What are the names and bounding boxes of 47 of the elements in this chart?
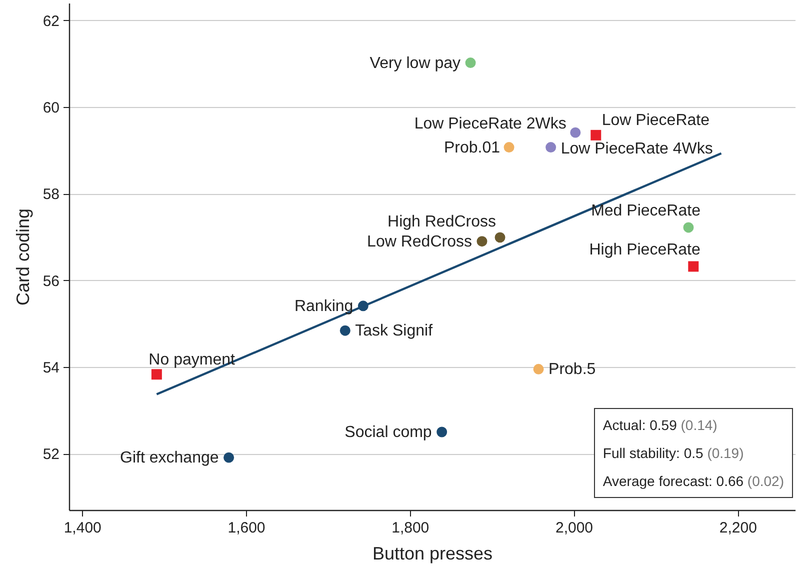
x-tick-label: 2,000 <box>555 520 594 536</box>
annotation: Low PieceRate <box>602 112 710 130</box>
point <box>688 261 699 272</box>
point <box>151 369 162 380</box>
point <box>358 300 368 312</box>
annotation: Low RedCross <box>367 233 472 250</box>
x-tick-label: 1,600 <box>228 520 266 536</box>
point <box>340 325 350 336</box>
annotation: Actual: 0.59 (0.14) <box>602 416 718 435</box>
y-tick-label: 58 <box>42 186 60 204</box>
annotation: Average forecast: 0.66 (0.02) <box>602 472 784 491</box>
point <box>476 236 488 247</box>
x-tick-label: 2,200 <box>719 520 757 536</box>
point <box>436 426 448 438</box>
y-tick-label: 62 <box>42 12 60 30</box>
y-axis-title: Card coding <box>12 208 33 306</box>
annotation: Very low pay <box>370 54 461 72</box>
annotation: Low PieceRate 4Wks <box>560 140 713 158</box>
x-tick-label: 1,400 <box>64 520 102 536</box>
point <box>465 58 476 68</box>
y-tick-label: 52 <box>42 446 60 464</box>
x-axis-title: Button presses <box>372 544 493 564</box>
annotation: Gift exchange <box>120 450 219 467</box>
annotation: Full stability: 0.5 (0.19) <box>602 444 745 463</box>
stats-box: Actual: 0.59 (0.14) Full stability: 0.5 (0.19) Average forecast: 0.66 (0.02) <box>594 408 793 498</box>
y-tick-label: 60 <box>42 100 60 116</box>
point <box>570 127 581 138</box>
annotation: High RedCross <box>388 213 496 230</box>
point <box>504 142 514 153</box>
annotation: Med PieceRate <box>591 202 701 220</box>
annotation: Prob.01 <box>444 139 500 156</box>
point <box>494 232 506 243</box>
annotation: Social comp <box>344 424 432 441</box>
annotation: Task Signif <box>355 322 434 340</box>
point <box>683 222 694 233</box>
annotation: No payment <box>148 351 236 368</box>
x-tick-label: 1,800 <box>392 520 430 536</box>
point <box>590 130 602 140</box>
y-tick-label: 56 <box>42 272 60 290</box>
point <box>533 364 544 374</box>
annotation: Prob.5 <box>548 361 596 378</box>
annotation: High PieceRate <box>589 241 700 258</box>
annotation: Ranking <box>294 298 354 315</box>
point <box>224 452 234 463</box>
y-tick-label: 54 <box>42 360 60 376</box>
annotation: Low PieceRate 2Wks <box>414 116 566 133</box>
point <box>546 142 556 153</box>
